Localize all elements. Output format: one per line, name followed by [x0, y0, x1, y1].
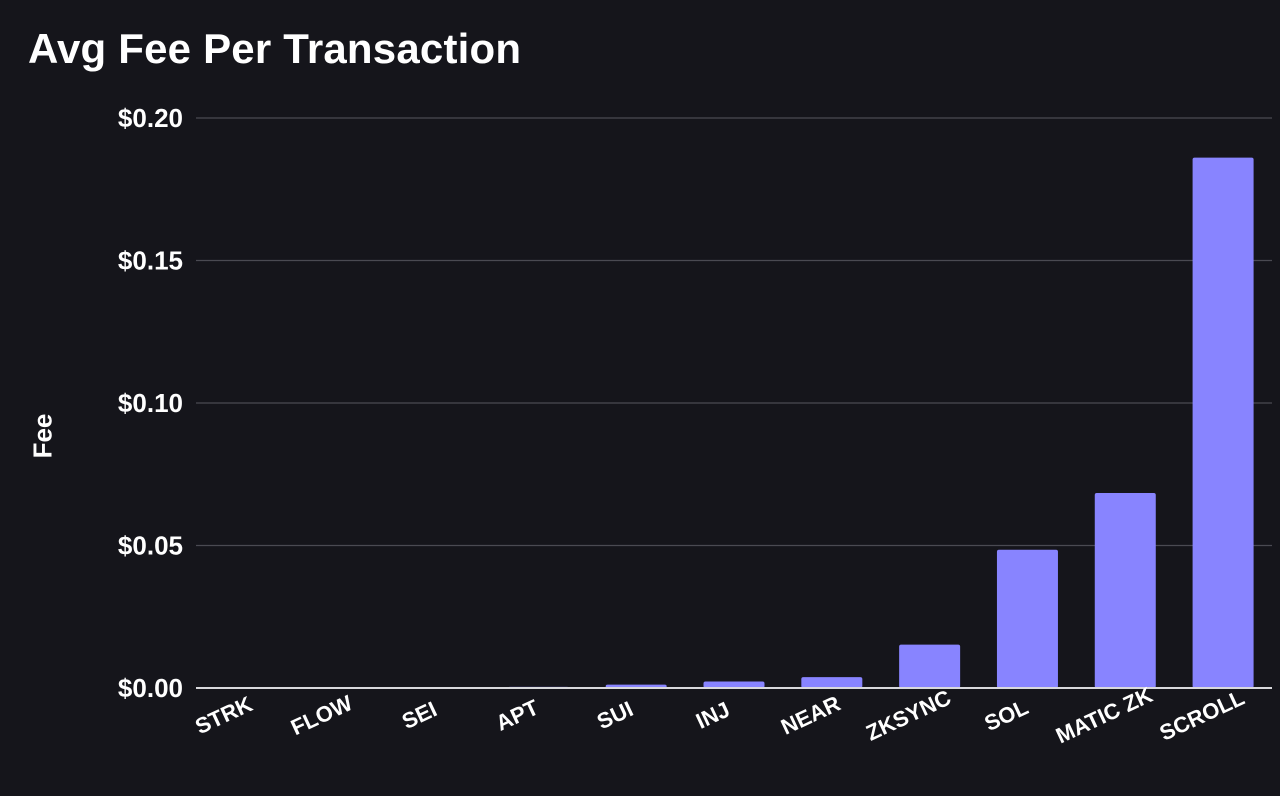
bar-matic-zk — [1094, 493, 1156, 688]
x-tick-label: SCROLL — [1156, 685, 1249, 746]
gridlines — [196, 117, 1272, 547]
y-tick-label: $0.10 — [118, 388, 183, 418]
x-tick-label: SEI — [398, 696, 441, 734]
y-tick-label: $0.00 — [118, 673, 183, 703]
bar-near — [801, 677, 863, 688]
x-tick-label: SOL — [981, 694, 1033, 736]
bars — [214, 157, 1254, 689]
x-tick-label: MATIC ZK — [1052, 682, 1156, 748]
chart-title: Avg Fee Per Transaction — [28, 25, 522, 72]
x-tick-label: INJ — [692, 697, 734, 734]
x-tick-label: SUI — [593, 696, 637, 734]
x-tick-label: FLOW — [287, 690, 356, 740]
y-tick-label: $0.05 — [118, 531, 183, 561]
y-tick-label: $0.15 — [118, 246, 183, 276]
bar-sol — [996, 549, 1058, 688]
bar-scroll — [1192, 157, 1254, 689]
x-tick-labels: STRK FLOW SEI APT SUI INJ NEAR ZKSYNC SOL MATIC Z… — [191, 682, 1248, 748]
x-tick-label: ZKSYNC — [862, 685, 955, 746]
bar-inj — [703, 681, 765, 688]
y-tick-labels: $0.00 $0.05 $0.10 $0.15 $0.20 — [118, 103, 183, 703]
x-tick-label: STRK — [191, 691, 256, 739]
bar-zksync — [899, 644, 961, 688]
x-tick-label: NEAR — [777, 691, 844, 740]
y-tick-label: $0.20 — [118, 103, 183, 133]
x-tick-label: APT — [492, 694, 543, 735]
